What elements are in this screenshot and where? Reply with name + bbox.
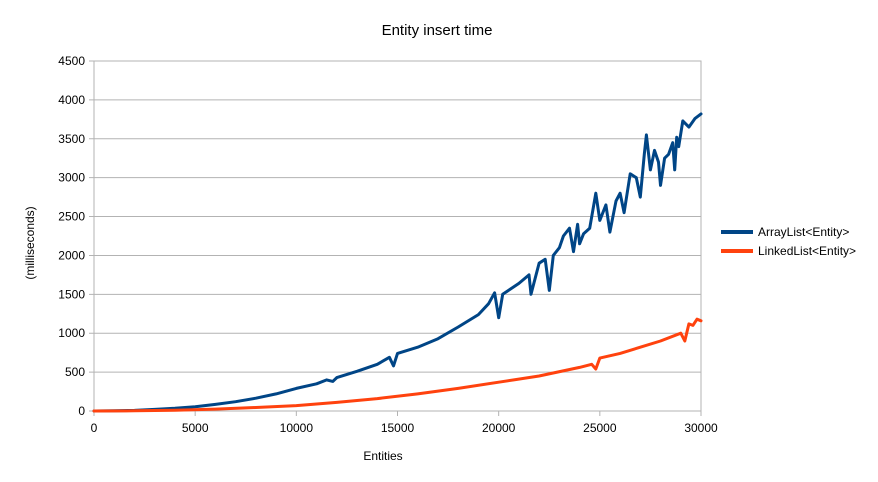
series-line-linkedlist — [92, 317, 703, 413]
legend-label-arraylist: ArrayList<Entity> — [758, 225, 849, 239]
x-tick-label: 10000 — [280, 421, 314, 435]
y-axis-tick-labels: 0 500 1000 1500 2000 2500 3000 3500 4000 4500 — [58, 54, 85, 418]
legend-label-linkedlist: LinkedList<Entity> — [758, 244, 856, 258]
x-tick-label: 20000 — [482, 421, 516, 435]
legend: ArrayList<Entity> LinkedList<Entity> — [721, 225, 856, 258]
x-tick-label: 5000 — [182, 421, 209, 435]
y-axis-label: (milliseconds) — [23, 206, 37, 279]
plot-frame — [93, 60, 702, 412]
y-tick-label: 4500 — [58, 54, 85, 68]
series-lines — [92, 112, 703, 413]
x-tick-label: 15000 — [381, 421, 415, 435]
y-tick-label: 3500 — [58, 132, 85, 146]
x-tick-label: 25000 — [583, 421, 617, 435]
x-axis-tick-labels: 0 5000 10000 15000 20000 25000 30000 — [91, 411, 718, 435]
y-tick-label: 2500 — [58, 210, 85, 224]
x-axis-label: Entities — [363, 449, 402, 463]
y-tick-label: 1000 — [58, 326, 85, 340]
chart-title: Entity insert time — [382, 22, 493, 39]
y-tick-label: 500 — [65, 365, 85, 379]
y-tick-label: 0 — [78, 404, 85, 418]
y-tick-label: 4000 — [58, 93, 85, 107]
y-tick-label: 3000 — [58, 171, 85, 185]
series-line-arraylist — [92, 112, 703, 413]
x-tick-label: 0 — [91, 421, 98, 435]
x-tick-label: 30000 — [684, 421, 718, 435]
y-tick-label: 1500 — [58, 287, 85, 301]
y-tick-label: 2000 — [58, 248, 85, 262]
